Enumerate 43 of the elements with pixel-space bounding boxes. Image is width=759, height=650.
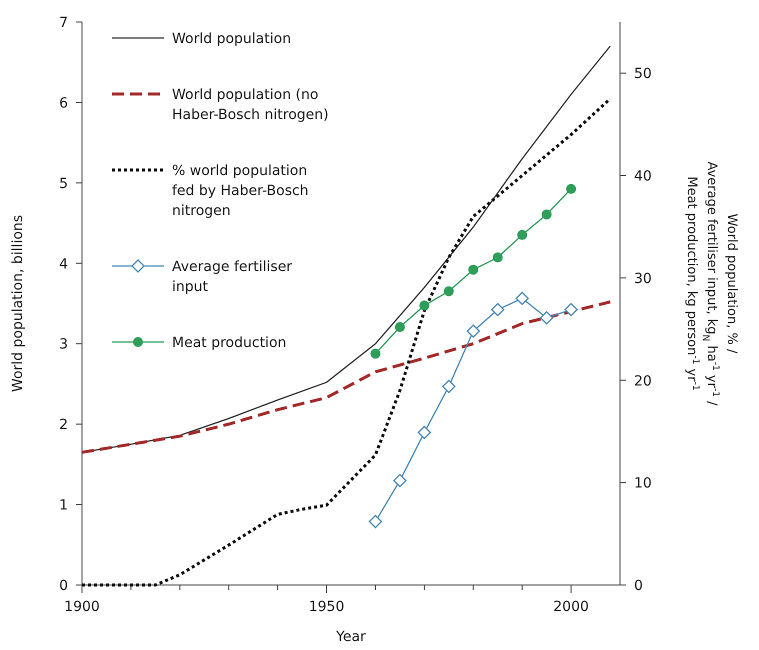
- legend-label: World population: [172, 31, 292, 47]
- legend-label: Meat production: [172, 335, 286, 351]
- point: [442, 380, 456, 394]
- point: [540, 311, 554, 324]
- x-axis-title: Year: [335, 629, 366, 645]
- point: [393, 474, 407, 488]
- x-tick-label: 2000: [553, 599, 589, 615]
- point: [468, 264, 478, 275]
- point: [466, 324, 480, 338]
- y2-tick-label: 50: [634, 66, 652, 82]
- y-tick-label: 1: [59, 498, 68, 514]
- y2-tick-label: 0: [634, 578, 643, 594]
- legend-label: % world population fed by Haber-Bosch nitrogen: [172, 163, 309, 219]
- y2-tick-label: 30: [634, 270, 652, 287]
- point: [491, 302, 504, 316]
- point: [564, 302, 578, 316]
- point: [368, 514, 382, 528]
- y2-tick-label: 40: [634, 168, 652, 185]
- point: [516, 292, 529, 306]
- y-axis-title: World population, billions: [10, 214, 26, 392]
- y2-tick-label: 10: [634, 476, 652, 492]
- point: [419, 300, 430, 311]
- point: [394, 322, 405, 332]
- point: [370, 348, 380, 359]
- point: [492, 252, 503, 262]
- legend-label: World population (no Haber-Bosch nitrogen): [172, 87, 329, 123]
- y-tick-label: 3: [59, 336, 68, 353]
- y-tick-label: 2: [59, 417, 68, 434]
- y2-tick-label: 20: [634, 373, 652, 390]
- point: [444, 286, 454, 296]
- y-tick-label: 5: [59, 176, 68, 192]
- line-series: [80, 300, 612, 454]
- point: [418, 426, 432, 440]
- point: [517, 230, 528, 240]
- y-tick-label: 7: [59, 15, 68, 31]
- legend-label: Average fertiliser input: [172, 259, 292, 295]
- point: [566, 184, 576, 194]
- y-tick-label: 6: [59, 95, 68, 112]
- point: [542, 209, 552, 220]
- x-tick-label: 1950: [308, 599, 344, 615]
- x-tick-label: 1900: [64, 599, 100, 615]
- y-tick-label: 0: [59, 578, 68, 594]
- y-tick-label: 4: [59, 256, 68, 272]
